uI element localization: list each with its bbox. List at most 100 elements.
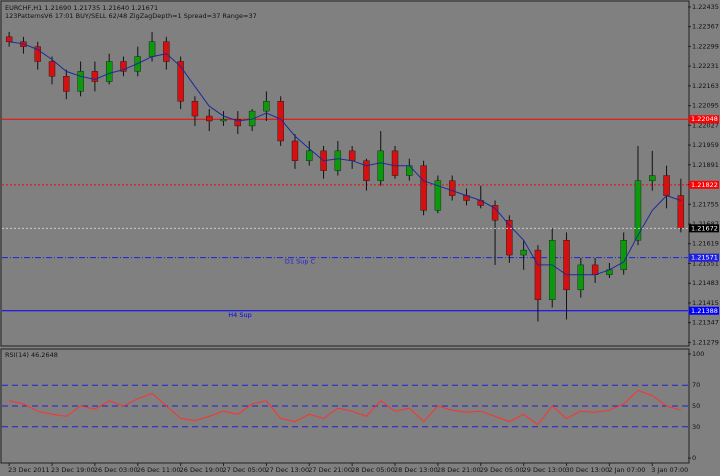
current-price-label: 1.21672 bbox=[691, 224, 718, 232]
candle-body bbox=[534, 249, 542, 300]
candle-body bbox=[220, 119, 227, 122]
y-tick-label: 1.22299 bbox=[692, 42, 719, 50]
candle-body bbox=[363, 160, 370, 181]
candle-body bbox=[191, 101, 199, 117]
candle-body bbox=[448, 180, 456, 196]
x-tick-label: 26 Dec 03:00 bbox=[94, 466, 138, 474]
x-tick-label: 23 Dec 19:00 bbox=[51, 466, 95, 474]
y-tick-label: 1.21347 bbox=[692, 319, 719, 327]
candle-body bbox=[63, 76, 70, 92]
candle-body bbox=[248, 110, 256, 127]
rsi-tick-label: 30 bbox=[692, 423, 700, 431]
candle-body bbox=[663, 175, 670, 196]
candle-body bbox=[277, 101, 284, 142]
y-tick-label: 1.21619 bbox=[692, 240, 719, 248]
x-tick-label: 26 Dec 11:00 bbox=[137, 466, 181, 474]
y-tick-label: 1.21551 bbox=[692, 259, 719, 267]
y-tick-label: 1.21483 bbox=[692, 279, 719, 287]
candle-body bbox=[291, 140, 299, 161]
candle-body bbox=[634, 180, 642, 241]
candle-body bbox=[549, 240, 556, 300]
x-tick-label: 27 Dec 13:00 bbox=[265, 466, 309, 474]
x-tick-label: 30 Dec 13:00 bbox=[566, 466, 610, 474]
candle-body bbox=[163, 41, 170, 62]
candle-body bbox=[377, 150, 384, 181]
chart-title: EURCHF,H1 1.21690 1.21735 1.21640 1.2167… bbox=[5, 4, 158, 12]
x-tick-label: 2 Jan 07:00 bbox=[608, 466, 645, 474]
rsi-tick-label: 50 bbox=[692, 402, 700, 410]
level-label-box bbox=[689, 180, 719, 189]
moving-average bbox=[9, 41, 682, 276]
candle-body bbox=[391, 150, 399, 176]
y-tick-label: 1.21279 bbox=[692, 338, 719, 346]
level-label-box bbox=[689, 115, 719, 124]
main-frame bbox=[0, 0, 690, 347]
y-tick-label: 1.21687 bbox=[692, 220, 719, 228]
candle-body bbox=[148, 41, 156, 57]
candle-body bbox=[677, 195, 685, 229]
rsi-title: RSI(14) 46.2648 bbox=[5, 351, 58, 359]
candle-body bbox=[91, 71, 99, 82]
candle-body bbox=[48, 61, 56, 77]
candle-body bbox=[334, 150, 342, 171]
level-label: 1.21822 bbox=[691, 181, 718, 189]
y-tick-label: 1.22231 bbox=[692, 62, 719, 70]
y-tick-label: 1.21415 bbox=[692, 299, 719, 307]
x-tick-label: 28 Dec 05:00 bbox=[351, 466, 395, 474]
candle-body bbox=[577, 264, 585, 291]
candle-body bbox=[420, 165, 427, 211]
candle-body bbox=[348, 150, 356, 161]
candle-body bbox=[491, 205, 499, 221]
candle-body bbox=[434, 180, 442, 211]
current-price-box bbox=[689, 224, 719, 233]
candle-body bbox=[620, 240, 627, 271]
y-tick-label: 1.21959 bbox=[692, 141, 719, 149]
level-label: 1.21571 bbox=[691, 254, 718, 262]
y-tick-label: 1.22163 bbox=[692, 82, 719, 90]
candle-body bbox=[506, 220, 513, 256]
candle-body bbox=[306, 150, 313, 161]
candle-body bbox=[263, 101, 270, 112]
candle-body bbox=[234, 119, 242, 127]
y-tick-label: 1.22095 bbox=[692, 102, 719, 110]
y-tick-label: 1.22367 bbox=[692, 23, 719, 31]
x-tick-label: 29 Dec 05:00 bbox=[480, 466, 524, 474]
x-tick-label: 28 Dec 21:00 bbox=[437, 466, 481, 474]
level-text: D1 Sup C bbox=[285, 258, 316, 266]
x-tick-label: 29 Dec 13:00 bbox=[523, 466, 567, 474]
candle-body bbox=[34, 46, 41, 62]
candle-body bbox=[406, 165, 413, 176]
indicator-label: 123PatternsV6 17:01 BUY/SELL 62/48 ZigZa… bbox=[5, 12, 257, 20]
x-tick-label: 28 Dec 13:00 bbox=[394, 466, 438, 474]
candle-body bbox=[563, 240, 570, 291]
rsi-tick-label: 100 bbox=[692, 350, 704, 358]
x-tick-label: 27 Dec 05:00 bbox=[223, 466, 267, 474]
y-tick-label: 1.22027 bbox=[692, 121, 719, 129]
x-tick-label: 27 Dec 21:00 bbox=[308, 466, 352, 474]
level-label-box bbox=[689, 253, 719, 262]
candle-body bbox=[5, 36, 13, 42]
level-label-box bbox=[689, 306, 719, 315]
y-tick-label: 1.22435 bbox=[692, 3, 719, 11]
candle-body bbox=[591, 264, 599, 275]
y-tick-label: 1.21755 bbox=[692, 200, 719, 208]
candle-body bbox=[77, 71, 84, 92]
rsi-tick-label: 0 bbox=[692, 454, 696, 462]
level-text: H4 Sup bbox=[228, 311, 251, 319]
candle-body bbox=[105, 61, 113, 82]
candle-body bbox=[206, 115, 213, 122]
candle-body bbox=[120, 61, 127, 72]
level-label: 1.22048 bbox=[691, 115, 718, 123]
candle-body bbox=[520, 249, 527, 256]
rsi-tick-label: 70 bbox=[692, 381, 700, 389]
level-label: 1.21388 bbox=[691, 307, 718, 315]
candle-body bbox=[177, 61, 184, 102]
y-tick-label: 1.21891 bbox=[692, 161, 719, 169]
rsi-line bbox=[8, 389, 682, 426]
candle-body bbox=[649, 175, 656, 181]
x-tick-label: 3 Jan 07:00 bbox=[651, 466, 688, 474]
x-tick-label: 23 Dec 2011 bbox=[8, 466, 50, 474]
x-tick-label: 26 Dec 19:00 bbox=[180, 466, 224, 474]
